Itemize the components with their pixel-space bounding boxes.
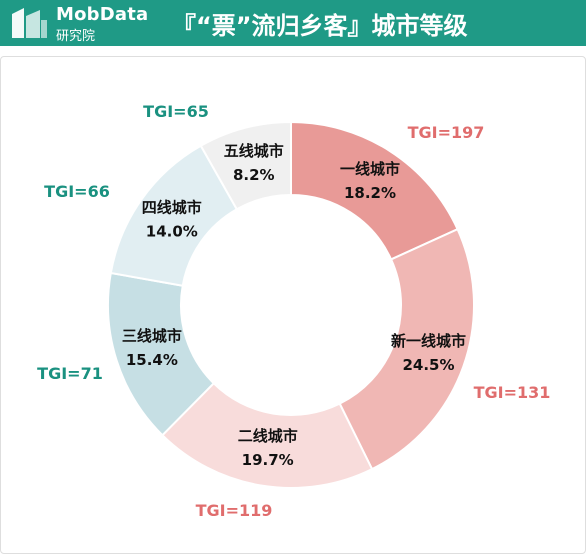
brand-name-en: MobData bbox=[56, 4, 149, 25]
slice-value-label: 24.5% bbox=[402, 356, 454, 374]
brand-name-cn: 研究院 bbox=[56, 29, 96, 44]
slice-value-label: 19.7% bbox=[242, 451, 294, 469]
slice-value-label: 15.4% bbox=[126, 351, 178, 369]
slice-category-label: 一线城市 bbox=[340, 160, 400, 178]
tgi-label: TGI=65 bbox=[143, 102, 209, 121]
slice-category-label: 五线城市 bbox=[224, 142, 284, 160]
slice-category-label: 三线城市 bbox=[122, 327, 182, 345]
tgi-label: TGI=131 bbox=[474, 383, 551, 402]
slice-category-label: 二线城市 bbox=[238, 427, 298, 445]
tgi-label: TGI=197 bbox=[408, 123, 485, 142]
slice-value-label: 18.2% bbox=[344, 184, 396, 202]
mobdata-logo: MobData 研究院 bbox=[10, 4, 150, 44]
donut-slice-6 bbox=[199, 120, 292, 211]
page-title: 『“票”流归乡客』城市等级 bbox=[172, 12, 468, 40]
slice-category-label: 新一线城市 bbox=[391, 332, 466, 350]
tgi-label: TGI=66 bbox=[44, 182, 110, 201]
mobdata-logo-icon bbox=[12, 8, 47, 38]
donut-slice-2 bbox=[338, 227, 475, 471]
tgi-label: TGI=71 bbox=[37, 364, 103, 383]
slice-category-label: 四线城市 bbox=[142, 199, 202, 217]
tgi-label: TGI=119 bbox=[196, 501, 273, 520]
slice-value-label: 8.2% bbox=[233, 166, 275, 184]
slice-value-label: 14.0% bbox=[146, 223, 198, 241]
donut-slice-3 bbox=[161, 381, 374, 489]
header-bar: MobData 研究院 『“票”流归乡客』城市等级 bbox=[0, 0, 586, 46]
